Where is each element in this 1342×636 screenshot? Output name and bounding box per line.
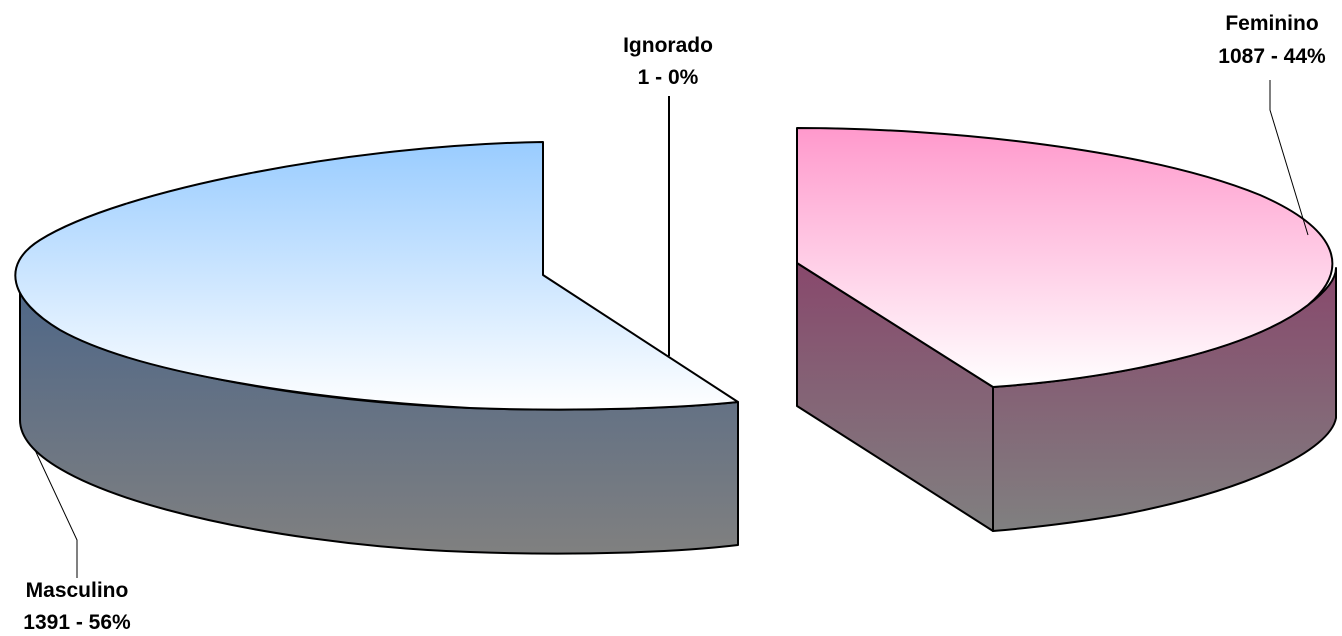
label-feminino-name: Feminino — [1225, 12, 1318, 35]
slice-feminino — [796, 127, 1337, 532]
label-feminino-value: 1087 - 44% — [1218, 45, 1326, 68]
label-ignorado-name: Ignorado — [623, 34, 713, 57]
label-masculino-name: Masculino — [26, 579, 129, 602]
leader-line-masculino — [34, 449, 78, 578]
label-masculino-value: 1391 - 56% — [23, 611, 131, 634]
label-feminino: Feminino 1087 - 44% — [1218, 12, 1326, 68]
slice-feminino-top — [796, 127, 1334, 388]
slice-masculino-top — [14, 141, 739, 411]
slice-masculino — [14, 141, 739, 555]
label-masculino: Masculino 1391 - 56% — [23, 579, 131, 634]
label-ignorado: Ignorado 1 - 0% — [623, 34, 713, 89]
label-ignorado-value: 1 - 0% — [638, 66, 699, 89]
leader-line-feminino — [1269, 80, 1309, 236]
